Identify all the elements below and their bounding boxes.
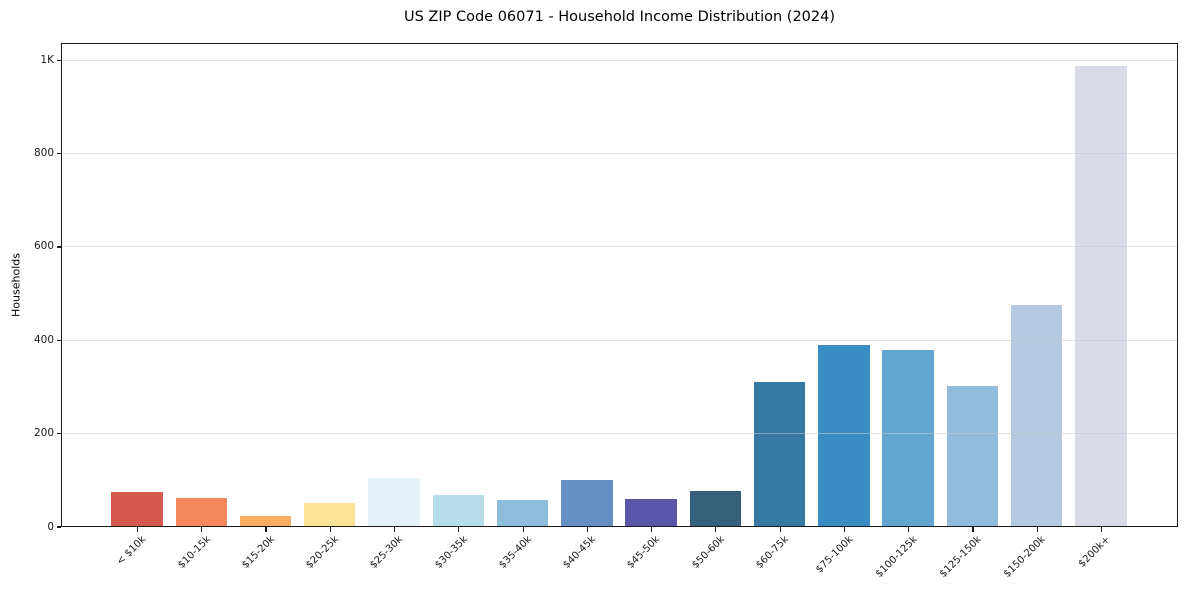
gridline-400 [62, 339, 1177, 341]
x-tick-mark [908, 527, 910, 532]
y-tick-mark [56, 339, 61, 341]
bar-$10-15k [175, 498, 227, 526]
bar-< $10k [111, 492, 163, 526]
x-tick-label: $10-15k [175, 534, 213, 571]
bar-$200k+ [1075, 66, 1127, 526]
bar-$150-200k [1011, 305, 1063, 526]
chart-title: US ZIP Code 06071 - Household Income Dis… [403, 9, 836, 25]
x-tick-label: $50-60k [689, 534, 727, 571]
bar-$100-125k [882, 350, 934, 526]
x-tick-label: $25-30k [368, 534, 406, 571]
bar-$60-75k [753, 381, 806, 526]
bar-$125-150k [946, 386, 999, 526]
y-tick-mark [56, 153, 61, 155]
gridline-200 [62, 433, 1177, 435]
x-tick-label: $150-200k [1002, 534, 1049, 580]
gridline-600 [62, 246, 1177, 248]
y-axis-label: Households [9, 253, 23, 317]
x-tick-mark [522, 527, 524, 532]
bar-$75-100k [818, 345, 870, 526]
y-tick-label: 800 [33, 147, 54, 160]
x-tick-label: $125-150k [937, 534, 984, 580]
y-tick-mark [56, 433, 61, 435]
x-tick-mark [972, 527, 974, 532]
x-tick-label: $35-40k [496, 534, 534, 571]
bar-$45-50k [625, 498, 677, 526]
x-tick-mark [586, 527, 588, 532]
gridline-1000 [62, 59, 1177, 61]
plot-area [61, 43, 1178, 527]
x-tick-mark [843, 527, 846, 532]
gridline-800 [62, 153, 1177, 155]
x-tick-mark [1100, 527, 1103, 532]
y-tick-label: 0 [47, 520, 54, 533]
x-tick-mark [1036, 527, 1038, 532]
y-tick-mark [56, 246, 61, 248]
x-tick-mark [201, 527, 203, 532]
y-tick-mark [56, 59, 61, 61]
x-tick-mark [651, 527, 653, 532]
x-tick-label: $30-35k [432, 534, 470, 571]
x-tick-label: $60-75k [754, 534, 791, 571]
x-tick-label: $20-25k [304, 534, 342, 571]
bar-$15-20k [239, 516, 292, 526]
x-tick-mark [779, 527, 781, 532]
y-tick-label: 1K [40, 53, 54, 66]
y-tick-mark [56, 526, 61, 528]
bar-$50-60k [689, 491, 742, 526]
x-tick-mark [715, 527, 717, 532]
bar-$35-40k [496, 499, 549, 526]
y-tick-label: 600 [33, 240, 54, 253]
x-tick-label: $45-50k [625, 534, 663, 571]
bar-$20-25k [304, 503, 356, 526]
x-tick-label: $200k+ [1076, 534, 1113, 570]
y-tick-label: 400 [33, 333, 54, 346]
bar-$30-35k [432, 494, 485, 526]
x-tick-label: $75-100k [813, 534, 856, 576]
x-tick-mark [136, 527, 139, 532]
y-tick-label: 200 [33, 427, 54, 440]
x-tick-label: $40-45k [561, 534, 599, 571]
x-tick-mark [393, 527, 396, 532]
x-tick-mark [458, 527, 460, 532]
x-tick-label: $100-125k [873, 534, 920, 580]
x-tick-mark [329, 527, 331, 532]
x-tick-mark [265, 527, 267, 532]
x-tick-label: $15-20k [239, 534, 277, 571]
x-tick-label: < $10k [114, 534, 149, 568]
bar-$40-45k [561, 480, 613, 526]
bar-$25-30k [368, 477, 420, 526]
